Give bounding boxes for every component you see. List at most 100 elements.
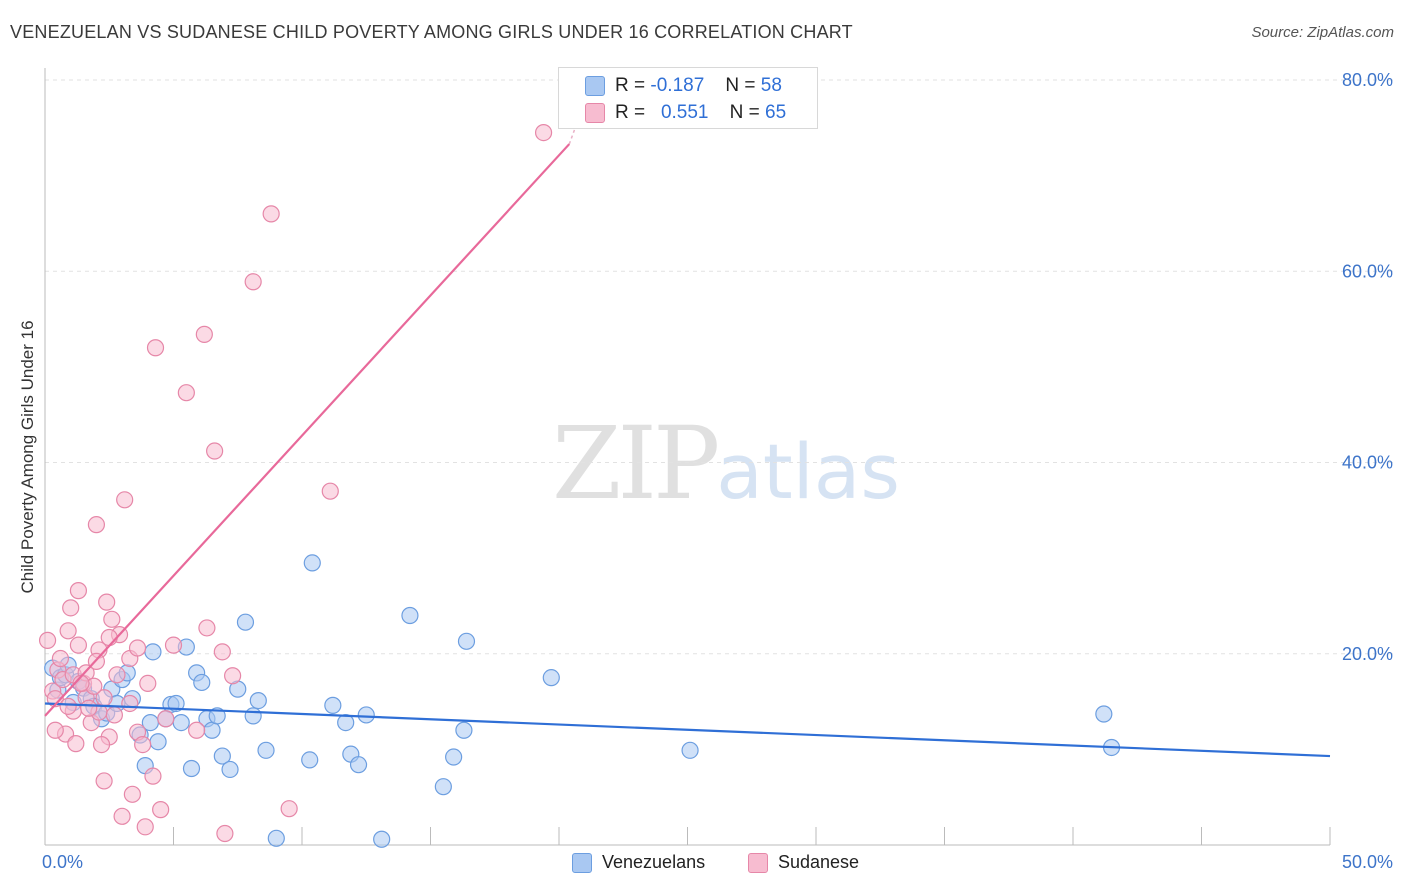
sudanese-point: [38, 631, 57, 649]
y-tick-label: 40.0%: [1342, 453, 1393, 473]
y-tick-label: 60.0%: [1342, 261, 1393, 281]
venezuelans-point: [257, 741, 275, 759]
legend-r-label: R =: [615, 102, 646, 123]
sudanese-point: [69, 636, 88, 654]
sudanese-point: [59, 622, 77, 640]
sudanese-point: [108, 666, 126, 684]
venezuelans-point: [236, 613, 255, 631]
legend-r-value: -0.187: [650, 75, 705, 96]
venezuelans-point: [221, 760, 239, 779]
venezuelans-point: [357, 706, 375, 724]
watermark-zip: ZIP: [552, 405, 720, 522]
sudanese-point: [95, 772, 113, 790]
venezuelans-point: [303, 554, 321, 572]
legend-row-sudanese: R = 0.551 N = 65: [585, 101, 786, 125]
sudanese-point: [69, 582, 88, 600]
bottom-legend-label-venezuelans: Venezuelans: [602, 852, 706, 872]
sudanese-point: [244, 273, 262, 291]
venezuelans-trend-line: [44, 702, 1331, 758]
legend-n-label: N =: [725, 75, 756, 96]
bottom-legend-swatch-venezuelans: [572, 852, 592, 873]
venezuelans-point: [455, 721, 473, 739]
venezuelans-point: [249, 692, 267, 710]
venezuelans-point: [542, 669, 560, 687]
sudanese-point: [195, 325, 213, 343]
y-tick-label: 20.0%: [1342, 644, 1393, 664]
bottom-legend-sudanese: Sudanese: [748, 852, 859, 873]
legend-n-label: N =: [729, 102, 760, 123]
venezuelans-point: [401, 606, 419, 625]
legend-r-label: R =: [615, 75, 646, 96]
chart-title: VENEZUELAN VS SUDANESE CHILD POVERTY AMO…: [10, 22, 853, 42]
venezuelans-point: [167, 694, 185, 713]
sudanese-point: [262, 205, 280, 223]
venezuelans-point: [172, 713, 190, 732]
y-tick-label: 80.0%: [1342, 70, 1393, 90]
legend-r-value: 0.551: [660, 102, 709, 123]
correlation-legend: R = -0.187 N = 58 R = 0.551 N = 65: [558, 67, 818, 129]
watermark: ZIPatlas: [552, 405, 900, 522]
sudanese-point: [224, 667, 242, 685]
bottom-legend-swatch-sudanese: [748, 852, 768, 873]
venezuelans-point: [149, 733, 167, 751]
sudanese-point: [103, 610, 121, 628]
sudanese-point: [46, 721, 64, 739]
venezuelans-point: [144, 643, 162, 661]
bottom-legend-label-sudanese: Sudanese: [778, 852, 860, 872]
sudanese-point: [146, 339, 165, 357]
sudanese-point: [59, 697, 77, 715]
sudanese-point: [198, 619, 216, 637]
venezuelans-point: [267, 829, 285, 847]
legend-swatch-sudanese: [585, 103, 605, 123]
legend-n-value: 65: [765, 102, 787, 123]
x-tick-label: 0.0%: [42, 852, 83, 872]
venezuelans-point: [445, 748, 463, 766]
bottom-legend-venezuelans: Venezuelans: [572, 852, 705, 873]
venezuelans-point: [244, 707, 262, 725]
venezuelans-point: [1095, 705, 1113, 723]
sudanese-point: [113, 807, 131, 825]
sudanese-point: [157, 710, 175, 728]
venezuelans-point: [349, 756, 368, 774]
sudanese-point: [280, 800, 298, 818]
sudanese-point: [139, 674, 157, 692]
y-axis-label: Child Poverty Among Girls Under 16: [18, 320, 37, 594]
sudanese-point: [51, 649, 70, 668]
sudanese-point: [134, 735, 152, 754]
sudanese-point: [67, 735, 85, 753]
watermark-atlas: atlas: [716, 427, 900, 516]
x-tick-label: 50.0%: [1342, 852, 1393, 872]
sudanese-point: [136, 818, 154, 836]
sudanese-point: [105, 706, 123, 724]
venezuelans-point: [193, 673, 211, 692]
legend-row-venezuelans: R = -0.187 N = 58: [585, 74, 782, 98]
sudanese-point: [188, 721, 206, 739]
sudanese-point: [80, 699, 98, 717]
venezuelans-point: [324, 696, 342, 714]
sudanese-point: [534, 123, 553, 142]
sudanese-point: [177, 384, 195, 402]
legend-swatch-venezuelans: [585, 76, 605, 96]
sudanese-point: [216, 824, 234, 843]
venezuelans-point: [681, 741, 699, 759]
sudanese-point: [121, 694, 139, 713]
sudanese-trend-line: [44, 143, 571, 717]
venezuelans-point: [182, 759, 201, 778]
sudanese-point: [98, 593, 116, 611]
sudanese-point: [206, 442, 224, 460]
sudanese-point: [152, 801, 170, 819]
venezuelans-point: [203, 721, 221, 739]
sudanese-point: [62, 599, 80, 617]
sudanese-point: [123, 785, 141, 803]
sudanese-point: [87, 516, 106, 534]
sudanese-point: [128, 639, 147, 657]
venezuelans-point: [337, 713, 355, 732]
sudanese-point: [116, 491, 134, 509]
venezuelans-point: [208, 707, 226, 725]
sudanese-point: [100, 628, 118, 647]
sudanese-point: [213, 643, 231, 661]
sudanese-point: [321, 482, 339, 500]
sudanese-point: [92, 735, 111, 754]
venezuelans-point: [434, 778, 452, 796]
